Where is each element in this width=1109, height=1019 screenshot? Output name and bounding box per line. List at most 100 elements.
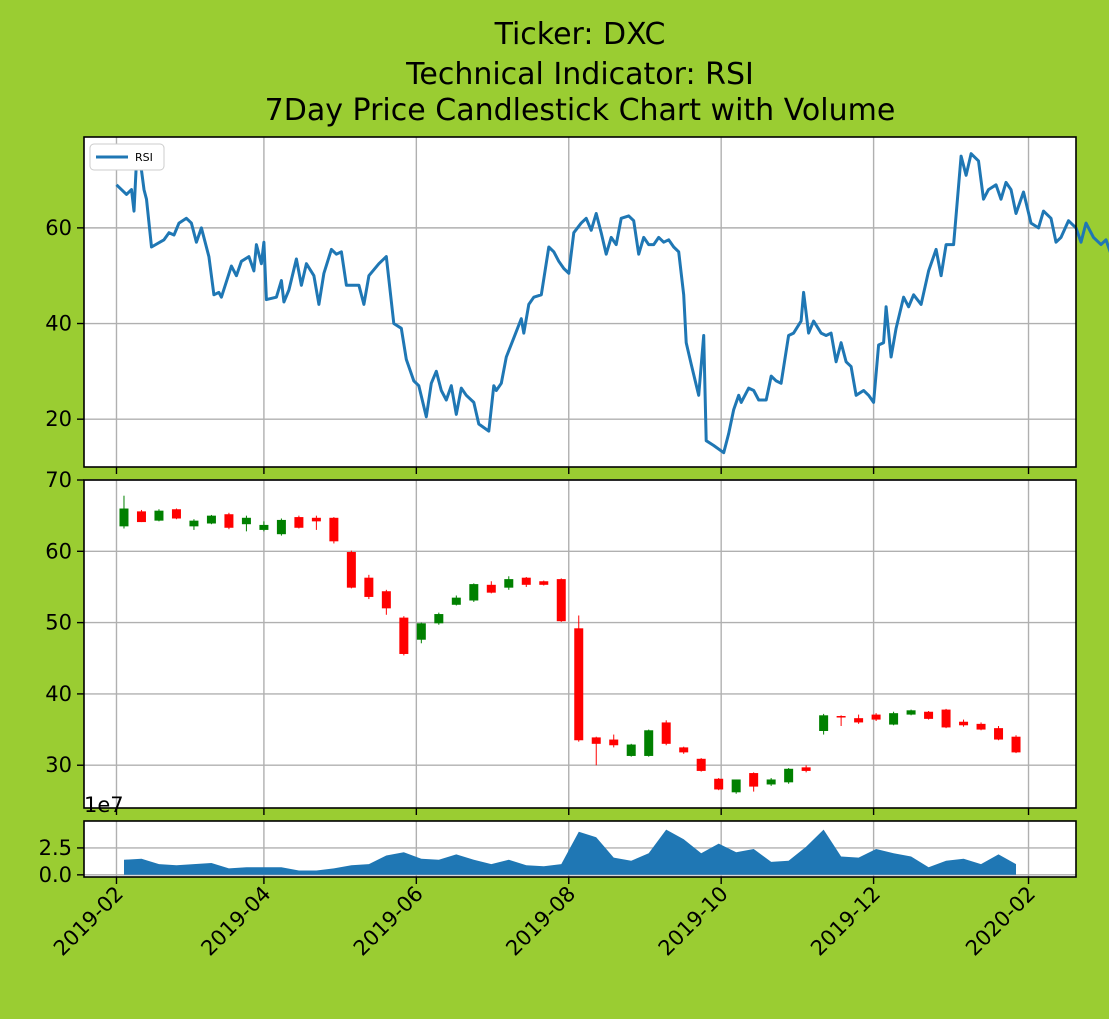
candle-body-47	[941, 709, 951, 728]
candle-body-19	[451, 597, 461, 605]
candle-body-8	[259, 524, 269, 530]
candle-23	[521, 576, 531, 587]
candle-body-20	[469, 584, 479, 601]
candle-body-36	[749, 773, 759, 787]
candle-body-24	[539, 581, 549, 585]
candle-body-33	[696, 758, 706, 771]
rsi-panel: 20 40 60 RSI	[45, 136, 1109, 474]
candle-47	[941, 708, 951, 729]
candle-body-25	[556, 579, 566, 622]
candle-body-45	[906, 710, 916, 715]
candle-37	[766, 778, 776, 786]
title-line-1: Ticker: DXC	[494, 17, 666, 52]
candle-39	[801, 765, 811, 773]
rsi-ytick-label-1: 40	[45, 312, 72, 336]
candle-3	[171, 508, 181, 520]
rsi-y-axis: 20 40 60	[45, 216, 84, 431]
candle-49	[976, 722, 986, 731]
candle-body-7	[241, 517, 251, 525]
candle-15	[381, 589, 391, 615]
candle-body-10	[294, 517, 304, 528]
candle-34	[714, 778, 724, 791]
candle-body-26	[574, 628, 584, 741]
candle-body-2	[154, 510, 164, 521]
candle-body-30	[644, 730, 654, 756]
candle-48	[959, 719, 969, 727]
candle-43	[871, 713, 881, 722]
candle-38	[784, 768, 794, 784]
candle-body-39	[801, 767, 811, 771]
candle-17	[416, 622, 426, 644]
rsi-grid	[84, 137, 1076, 467]
candle-41	[836, 715, 846, 726]
candle-21	[486, 581, 496, 594]
candle-28	[609, 734, 619, 748]
rsi-ytick-label-2: 60	[45, 216, 72, 240]
candle-body-1	[136, 511, 146, 523]
candle-body-14	[364, 577, 374, 597]
rsi-plot-area	[84, 137, 1076, 467]
candle-14	[364, 574, 374, 600]
candle-body-49	[976, 723, 986, 730]
rsi-x-tick-marks	[115, 467, 1030, 474]
rsi-series-line	[115, 152, 1109, 455]
candle-40	[819, 713, 829, 735]
candle-8	[259, 521, 269, 532]
rsi-legend: RSI	[89, 143, 165, 171]
candle-body-18	[434, 614, 444, 624]
candle-body-32	[679, 747, 689, 753]
candle-51	[1011, 735, 1021, 754]
candle-body-51	[1011, 736, 1021, 753]
candle-20	[469, 583, 479, 602]
candle-body-42	[854, 718, 864, 723]
price-frame	[83, 479, 1077, 809]
candle-body-4	[189, 520, 199, 527]
candle-body-44	[889, 713, 899, 725]
candle-12	[329, 517, 339, 544]
candle-body-17	[416, 623, 426, 640]
candle-27	[591, 736, 601, 766]
candle-9	[276, 518, 286, 536]
candle-25	[556, 578, 566, 622]
candle-26	[574, 615, 584, 742]
candle-45	[906, 709, 916, 716]
candle-body-13	[346, 552, 356, 588]
rsi-ytick-label-0: 20	[45, 407, 72, 431]
candle-0	[119, 495, 129, 529]
candle-29	[626, 743, 636, 757]
candle-body-22	[504, 579, 514, 588]
candle-body-29	[626, 744, 636, 756]
candle-16	[399, 616, 409, 656]
candle-body-11	[311, 517, 321, 522]
candle-22	[504, 576, 514, 590]
candle-body-15	[381, 591, 391, 609]
candle-44	[889, 711, 899, 726]
candle-33	[696, 758, 706, 772]
candle-body-37	[766, 779, 776, 785]
candle-body-5	[206, 515, 216, 524]
candle-50	[994, 726, 1004, 741]
rsi-frame	[83, 136, 1077, 468]
title-line-3: 7Day Price Candlestick Chart with Volume	[265, 93, 896, 128]
candle-body-0	[119, 508, 129, 527]
candle-body-46	[924, 711, 934, 719]
price-ytick-label-2: 50	[45, 611, 72, 635]
candle-42	[854, 714, 864, 724]
chart-title: Ticker: DXC Technical Indicator: RSI 7Da…	[265, 17, 896, 128]
candle-35	[731, 779, 741, 794]
candle-body-21	[486, 584, 496, 593]
price-ytick-label-0: 30	[45, 753, 72, 777]
legend-label-rsi: RSI	[135, 151, 153, 164]
candle-7	[241, 515, 251, 532]
candle-10	[294, 515, 304, 529]
volume-grid	[84, 821, 1076, 877]
candle-body-41	[836, 716, 846, 718]
candle-body-31	[661, 722, 671, 744]
candle-18	[434, 612, 444, 625]
candle-body-9	[276, 519, 286, 535]
candle-body-12	[329, 517, 339, 542]
candle-2	[154, 509, 164, 522]
volume-ytick-label-0: 0.0	[39, 863, 72, 887]
volume-offset-label: 1e7	[84, 793, 124, 817]
